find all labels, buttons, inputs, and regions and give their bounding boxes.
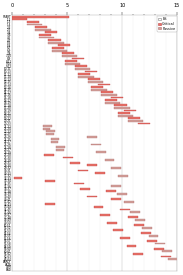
FancyBboxPatch shape <box>111 97 123 98</box>
FancyBboxPatch shape <box>63 156 73 158</box>
FancyBboxPatch shape <box>128 216 138 218</box>
FancyBboxPatch shape <box>35 29 51 31</box>
FancyBboxPatch shape <box>48 39 61 41</box>
FancyBboxPatch shape <box>75 65 87 67</box>
FancyBboxPatch shape <box>154 248 164 250</box>
FancyBboxPatch shape <box>51 138 59 140</box>
FancyBboxPatch shape <box>45 204 55 205</box>
FancyBboxPatch shape <box>101 94 117 96</box>
FancyBboxPatch shape <box>96 151 106 153</box>
FancyBboxPatch shape <box>128 120 143 122</box>
FancyBboxPatch shape <box>118 112 130 114</box>
FancyBboxPatch shape <box>72 57 84 59</box>
FancyBboxPatch shape <box>35 26 47 28</box>
FancyBboxPatch shape <box>87 196 97 197</box>
FancyBboxPatch shape <box>142 227 152 229</box>
FancyBboxPatch shape <box>91 144 101 145</box>
FancyBboxPatch shape <box>124 201 134 203</box>
FancyBboxPatch shape <box>88 81 103 83</box>
FancyBboxPatch shape <box>95 172 104 174</box>
FancyBboxPatch shape <box>78 170 88 171</box>
FancyBboxPatch shape <box>48 42 64 44</box>
FancyBboxPatch shape <box>45 180 55 182</box>
FancyBboxPatch shape <box>78 73 90 75</box>
FancyBboxPatch shape <box>94 206 103 208</box>
FancyBboxPatch shape <box>104 102 120 104</box>
FancyBboxPatch shape <box>128 117 140 119</box>
FancyBboxPatch shape <box>120 209 130 210</box>
FancyBboxPatch shape <box>65 63 80 65</box>
FancyBboxPatch shape <box>91 86 103 88</box>
FancyBboxPatch shape <box>80 188 90 190</box>
FancyBboxPatch shape <box>138 123 150 125</box>
FancyBboxPatch shape <box>27 21 39 23</box>
FancyBboxPatch shape <box>130 211 140 213</box>
FancyBboxPatch shape <box>78 76 94 78</box>
FancyBboxPatch shape <box>111 185 121 187</box>
FancyBboxPatch shape <box>51 141 58 143</box>
FancyBboxPatch shape <box>43 125 52 127</box>
FancyBboxPatch shape <box>147 240 157 242</box>
Legend: ES, Critical, Passive: ES, Critical, Passive <box>157 16 177 32</box>
FancyBboxPatch shape <box>141 232 151 234</box>
FancyBboxPatch shape <box>58 45 70 46</box>
FancyBboxPatch shape <box>126 245 137 247</box>
FancyBboxPatch shape <box>111 167 121 169</box>
FancyBboxPatch shape <box>52 50 67 51</box>
FancyBboxPatch shape <box>114 104 126 106</box>
FancyBboxPatch shape <box>12 16 69 18</box>
FancyBboxPatch shape <box>149 235 158 236</box>
FancyBboxPatch shape <box>91 89 107 90</box>
FancyBboxPatch shape <box>46 130 55 132</box>
FancyBboxPatch shape <box>39 34 51 36</box>
FancyBboxPatch shape <box>124 110 137 111</box>
FancyBboxPatch shape <box>113 230 123 231</box>
FancyBboxPatch shape <box>162 250 172 252</box>
FancyBboxPatch shape <box>85 70 97 72</box>
FancyBboxPatch shape <box>70 162 80 164</box>
FancyBboxPatch shape <box>52 47 64 49</box>
FancyBboxPatch shape <box>46 133 54 135</box>
FancyBboxPatch shape <box>56 149 64 150</box>
FancyBboxPatch shape <box>133 253 143 255</box>
FancyBboxPatch shape <box>111 198 121 200</box>
FancyBboxPatch shape <box>155 243 165 244</box>
FancyBboxPatch shape <box>56 146 65 148</box>
FancyBboxPatch shape <box>43 128 50 130</box>
FancyBboxPatch shape <box>101 91 113 93</box>
FancyBboxPatch shape <box>65 60 77 62</box>
FancyBboxPatch shape <box>135 219 145 221</box>
FancyBboxPatch shape <box>134 224 144 226</box>
FancyBboxPatch shape <box>114 107 130 109</box>
FancyBboxPatch shape <box>74 183 84 185</box>
FancyBboxPatch shape <box>75 68 90 70</box>
FancyBboxPatch shape <box>117 193 126 195</box>
FancyBboxPatch shape <box>98 84 110 85</box>
FancyBboxPatch shape <box>118 175 128 177</box>
FancyBboxPatch shape <box>168 258 178 260</box>
FancyBboxPatch shape <box>62 52 74 54</box>
FancyBboxPatch shape <box>88 78 100 80</box>
FancyBboxPatch shape <box>106 190 115 192</box>
FancyBboxPatch shape <box>12 18 27 20</box>
FancyBboxPatch shape <box>44 154 54 156</box>
FancyBboxPatch shape <box>120 237 130 239</box>
FancyBboxPatch shape <box>161 255 171 257</box>
FancyBboxPatch shape <box>62 55 77 57</box>
FancyBboxPatch shape <box>45 31 57 33</box>
FancyBboxPatch shape <box>118 115 133 117</box>
FancyBboxPatch shape <box>14 177 22 179</box>
FancyBboxPatch shape <box>104 99 117 101</box>
FancyBboxPatch shape <box>27 24 42 26</box>
FancyBboxPatch shape <box>104 159 114 161</box>
FancyBboxPatch shape <box>87 136 97 138</box>
FancyBboxPatch shape <box>87 164 97 166</box>
FancyBboxPatch shape <box>39 37 54 39</box>
FancyBboxPatch shape <box>100 214 110 216</box>
FancyBboxPatch shape <box>107 222 117 224</box>
